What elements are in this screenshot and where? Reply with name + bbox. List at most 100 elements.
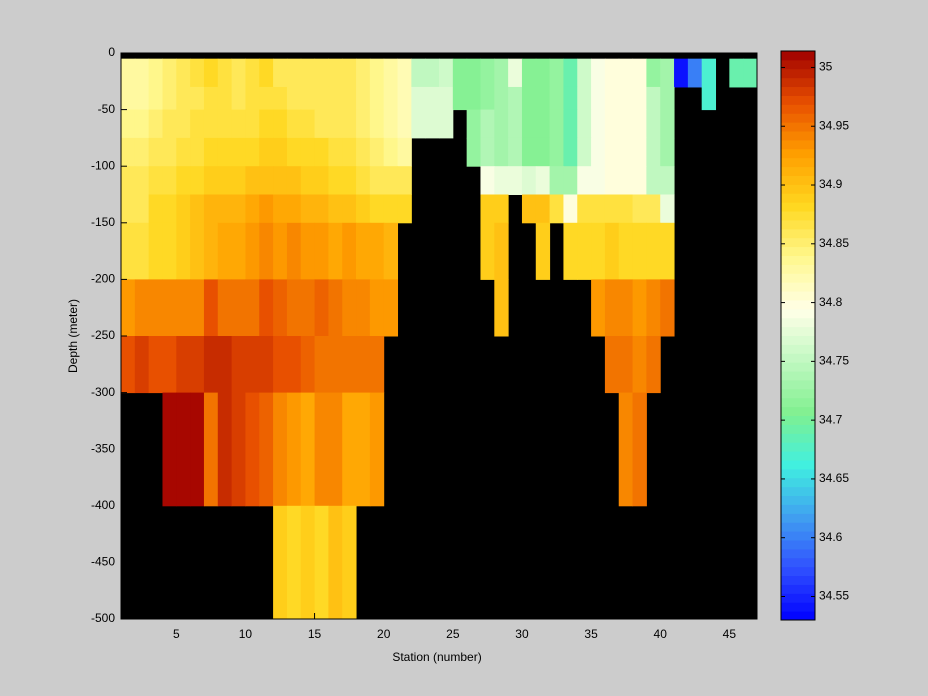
heat-cell — [162, 194, 177, 224]
heat-cell — [203, 109, 219, 139]
heat-cell — [245, 194, 260, 224]
heat-cell — [203, 58, 219, 88]
heat-cell — [521, 166, 537, 195]
heat-cell — [604, 109, 620, 139]
heat-cell — [480, 86, 495, 111]
heat-cell — [369, 279, 385, 337]
heat-cell — [563, 166, 578, 195]
heat-cell — [632, 336, 647, 394]
colorbar-swatch — [781, 86, 815, 96]
heat-cell — [563, 109, 578, 139]
heat-cell — [217, 194, 233, 224]
colorbar-swatch — [781, 219, 815, 230]
heat-cell — [259, 86, 274, 111]
colorbar-swatch — [781, 451, 815, 461]
colorbar-swatch — [781, 139, 815, 150]
heat-cell — [618, 86, 634, 111]
colorbar-swatch — [781, 77, 815, 88]
heat-cell — [577, 109, 592, 139]
heat-cell — [259, 222, 274, 280]
heat-cell — [286, 58, 302, 88]
colorbar-swatch — [781, 264, 815, 274]
heat-cell — [134, 137, 150, 167]
heat-cell — [328, 137, 343, 167]
heat-cell — [701, 58, 717, 88]
heat-cell — [328, 392, 343, 507]
heat-cell — [383, 58, 399, 88]
colorbar-swatch — [781, 557, 815, 568]
heat-cell — [494, 222, 509, 280]
heat-cell — [314, 505, 329, 620]
colorbar-swatch — [781, 602, 815, 612]
heat-cell — [646, 137, 661, 167]
colorbar-frame — [780, 50, 816, 621]
heat-cell — [535, 166, 551, 195]
heat-cell — [521, 109, 537, 139]
heat-cell — [494, 109, 509, 139]
heat-cell — [397, 166, 412, 195]
heat-cell — [563, 58, 578, 88]
heat-cell — [148, 109, 163, 139]
heat-cell — [314, 222, 329, 280]
heat-cell — [549, 194, 564, 224]
colorbar-swatch — [781, 255, 815, 265]
heat-cell — [328, 58, 343, 88]
heat-cell — [273, 222, 288, 280]
heat-cell — [660, 137, 675, 167]
heat-cell — [383, 194, 399, 224]
heat-cell — [328, 222, 343, 280]
colorbar-tick-label: 35 — [819, 60, 833, 74]
colorbar-swatch — [781, 211, 815, 221]
heat-cell — [190, 194, 205, 224]
heat-cell — [300, 336, 316, 394]
heat-cell — [535, 222, 551, 280]
heat-cell — [604, 222, 620, 280]
heat-cell — [314, 392, 329, 507]
heat-cell — [342, 86, 357, 111]
heat-cell — [535, 137, 551, 167]
heat-cell — [646, 58, 661, 88]
heat-cell — [134, 194, 150, 224]
heat-cell — [604, 86, 620, 111]
heat-cell — [660, 58, 675, 88]
x-tick-label: 15 — [308, 627, 322, 641]
heat-cell — [217, 137, 233, 167]
heat-cell — [577, 194, 592, 224]
heat-cell — [604, 137, 620, 167]
heat-cell — [494, 194, 509, 224]
heat-cell — [328, 109, 343, 139]
colorbar-swatch — [781, 157, 815, 168]
heat-cell — [134, 86, 150, 111]
y-tick-label: -150 — [91, 215, 115, 229]
heat-cell — [535, 109, 551, 139]
y-tick-label: -450 — [91, 555, 115, 569]
heat-cell — [632, 58, 647, 88]
heat-cell — [273, 336, 288, 394]
heat-cell — [577, 58, 592, 88]
heat-cell — [217, 336, 233, 394]
heat-cell — [660, 222, 675, 280]
heat-cell — [577, 166, 592, 195]
heat-cell — [411, 58, 426, 88]
heat-cell — [300, 505, 316, 620]
heat-cell — [273, 166, 288, 195]
heat-cell — [190, 166, 205, 195]
heat-cell — [245, 86, 260, 111]
heat-cell — [356, 392, 371, 507]
heat-cell — [480, 58, 495, 88]
heat-cell — [134, 166, 150, 195]
heat-cell — [591, 137, 606, 167]
heat-cell — [618, 137, 634, 167]
heat-cell — [231, 336, 246, 394]
heat-cell — [148, 166, 163, 195]
heat-cell — [508, 166, 523, 195]
heat-cell — [190, 109, 205, 139]
heat-cell — [231, 392, 246, 507]
y-tick-label: -100 — [91, 158, 115, 172]
colorbar-swatch — [781, 486, 815, 497]
heat-cell — [203, 86, 219, 111]
heat-cell — [591, 109, 606, 139]
heat-cell — [300, 392, 316, 507]
heat-cell — [701, 86, 717, 111]
heat-cell — [342, 58, 357, 88]
